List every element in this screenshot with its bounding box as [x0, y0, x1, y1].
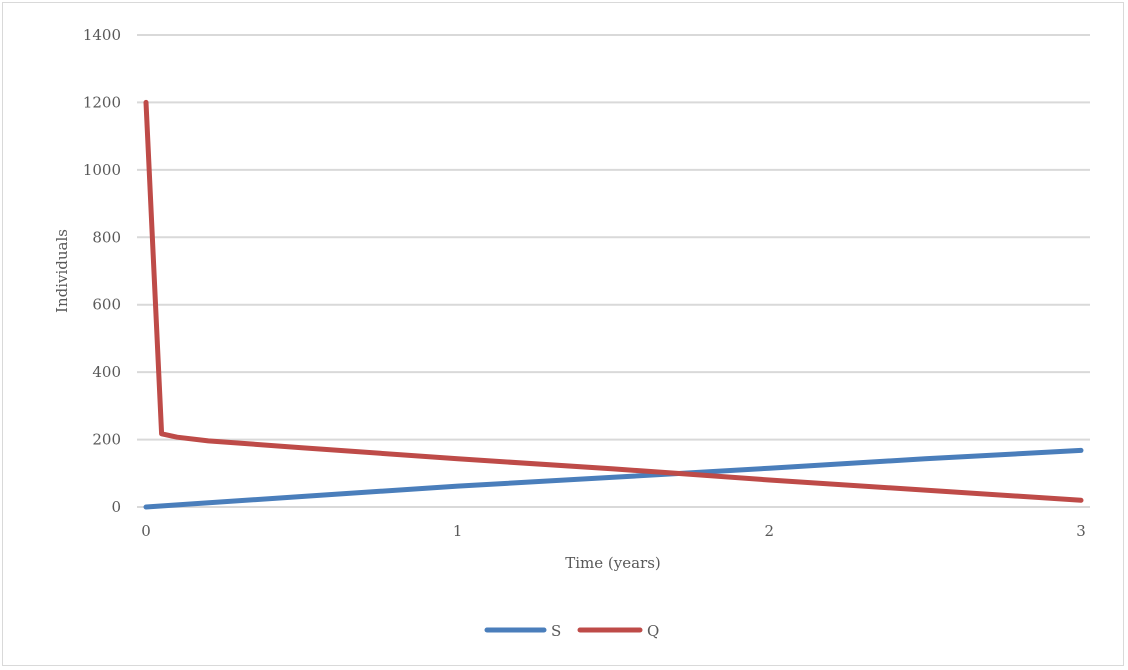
legend-label: Q — [647, 622, 659, 640]
legend-item-s: S — [484, 622, 561, 640]
legend-item-q: Q — [577, 622, 659, 640]
gridlines — [137, 34, 1090, 508]
series-line-s — [143, 447, 1084, 510]
y-tick-label: 400 — [92, 363, 121, 381]
y-tick-label: 200 — [92, 431, 121, 449]
x-tick-label: 0 — [141, 522, 151, 540]
series-lines — [143, 99, 1084, 510]
y-axis-tick-labels: 0 200 400 600 800 1000 1200 1400 — [83, 26, 121, 516]
x-axis-title: Time (years) — [565, 554, 661, 572]
y-axis-title: Individuals — [53, 229, 71, 313]
legend-label: S — [551, 622, 561, 640]
y-tick-label: 1200 — [83, 93, 121, 111]
x-tick-label: 2 — [765, 522, 775, 540]
y-tick-label: 800 — [92, 228, 121, 246]
y-tick-label: 1000 — [83, 161, 121, 179]
x-axis-tick-labels: 0 1 2 3 — [141, 522, 1086, 540]
y-tick-label: 600 — [92, 296, 121, 314]
x-tick-label: 3 — [1076, 522, 1086, 540]
y-tick-label: 1400 — [83, 26, 121, 44]
series-line-q — [143, 99, 1084, 503]
x-tick-label: 1 — [453, 522, 463, 540]
y-tick-label: 0 — [111, 498, 121, 516]
